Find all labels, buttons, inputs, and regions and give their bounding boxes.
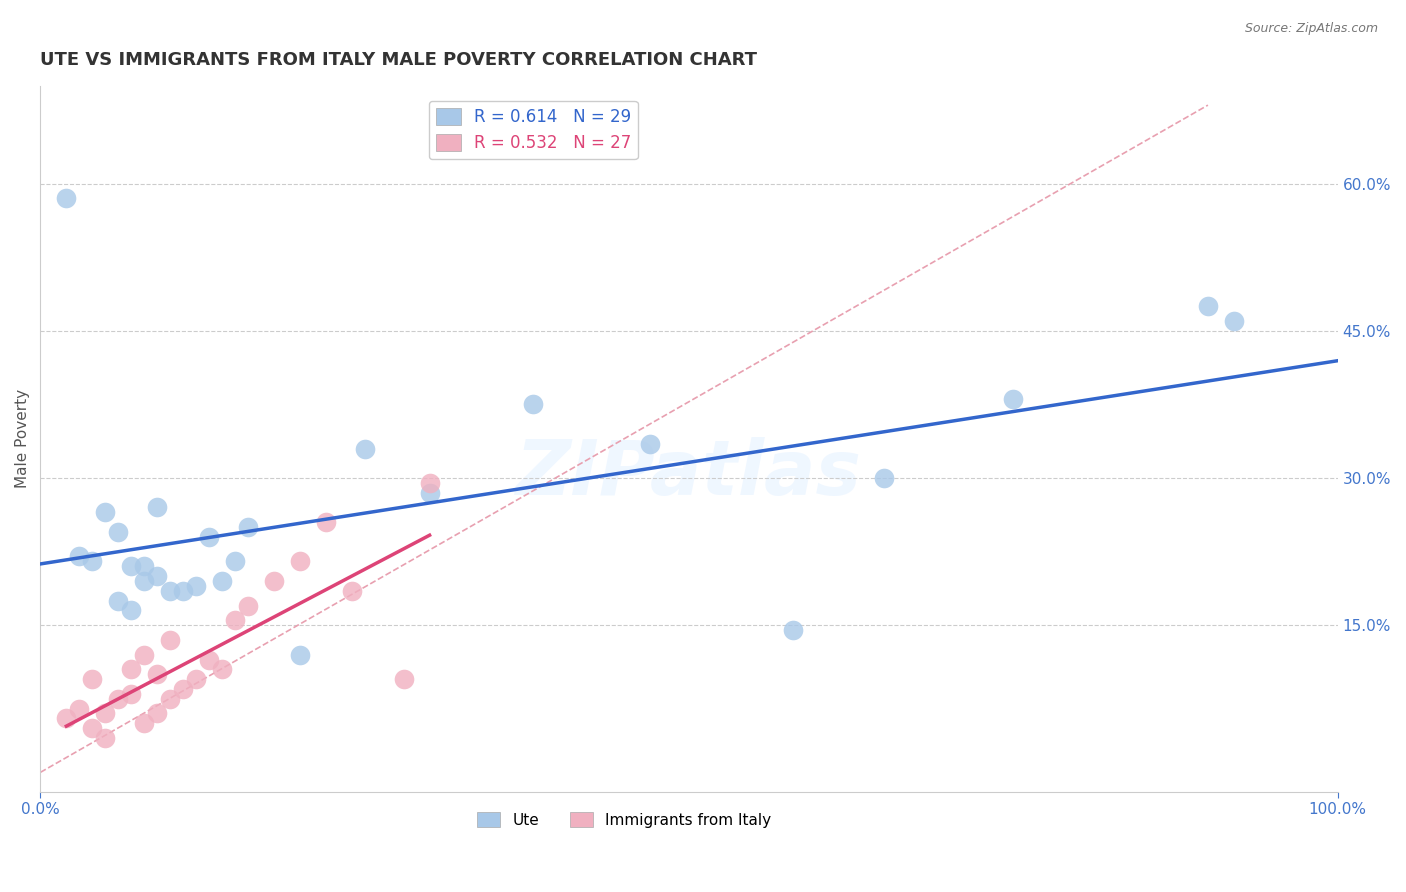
Text: Source: ZipAtlas.com: Source: ZipAtlas.com — [1244, 22, 1378, 36]
Point — [522, 397, 544, 411]
Point — [134, 559, 156, 574]
Point — [1002, 392, 1025, 407]
Point — [198, 530, 221, 544]
Point — [134, 716, 156, 731]
Point — [419, 475, 441, 490]
Point — [67, 549, 90, 564]
Point — [94, 706, 117, 721]
Point — [288, 648, 311, 662]
Point — [82, 672, 104, 686]
Text: UTE VS IMMIGRANTS FROM ITALY MALE POVERTY CORRELATION CHART: UTE VS IMMIGRANTS FROM ITALY MALE POVERT… — [41, 51, 758, 69]
Point — [159, 583, 181, 598]
Point — [211, 574, 233, 588]
Point — [224, 613, 246, 627]
Point — [82, 554, 104, 568]
Point — [146, 667, 169, 681]
Point — [146, 569, 169, 583]
Text: ZIPatlas: ZIPatlas — [516, 437, 862, 511]
Y-axis label: Male Poverty: Male Poverty — [15, 389, 30, 488]
Point — [236, 599, 259, 613]
Point — [134, 574, 156, 588]
Point — [236, 520, 259, 534]
Point — [159, 691, 181, 706]
Point — [419, 485, 441, 500]
Point — [172, 681, 194, 696]
Point — [224, 554, 246, 568]
Point — [82, 721, 104, 735]
Point — [67, 701, 90, 715]
Point — [120, 603, 142, 617]
Point — [211, 662, 233, 676]
Point — [55, 711, 77, 725]
Point — [107, 691, 129, 706]
Point — [392, 672, 415, 686]
Point — [184, 672, 207, 686]
Point — [146, 706, 169, 721]
Point — [872, 471, 894, 485]
Point — [107, 593, 129, 607]
Legend: Ute, Immigrants from Italy: Ute, Immigrants from Italy — [471, 805, 778, 834]
Point — [353, 442, 375, 456]
Point — [315, 515, 337, 529]
Point — [782, 623, 804, 637]
Point — [120, 662, 142, 676]
Point — [94, 505, 117, 519]
Point — [263, 574, 285, 588]
Point — [134, 648, 156, 662]
Point — [1223, 314, 1246, 328]
Point — [94, 731, 117, 745]
Point — [340, 583, 363, 598]
Point — [1197, 299, 1219, 313]
Point — [55, 191, 77, 205]
Point — [107, 524, 129, 539]
Point — [172, 583, 194, 598]
Point — [198, 652, 221, 666]
Point — [184, 579, 207, 593]
Point — [159, 632, 181, 647]
Point — [288, 554, 311, 568]
Point — [638, 436, 661, 450]
Point — [120, 687, 142, 701]
Point — [120, 559, 142, 574]
Point — [146, 500, 169, 515]
